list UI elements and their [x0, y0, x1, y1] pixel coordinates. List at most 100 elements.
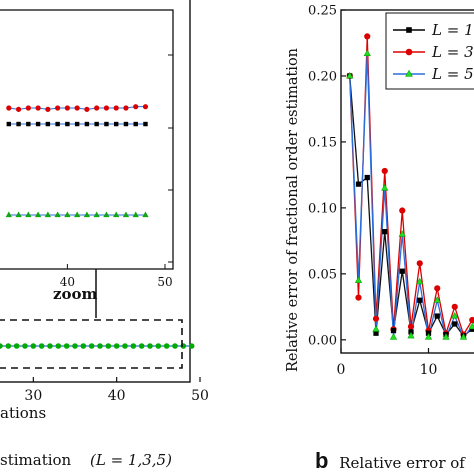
legend-marker — [405, 48, 413, 56]
panel-b-data-point — [399, 268, 405, 274]
panel-a-data-point — [163, 343, 170, 349]
panel-b-data-point — [469, 326, 474, 332]
panel-b-legend: L = 1 L = 3 L = 5 — [385, 12, 474, 90]
panel-b-data-point — [452, 321, 458, 327]
panel-a-data-point — [5, 343, 12, 349]
inset-data-point — [94, 121, 99, 127]
panel-b-data-point — [407, 323, 415, 330]
panel-a-data-point — [0, 343, 3, 349]
inset-data-point — [65, 121, 70, 127]
panel-a-data-point — [63, 343, 70, 349]
inset-data-point — [54, 211, 61, 218]
panel-a-data-point — [13, 343, 20, 349]
panel-a-data-point — [22, 343, 28, 349]
inset-data-point — [132, 211, 139, 218]
panel-b-x-ticks: 0 10 — [337, 348, 438, 378]
panel-b-caption-text: Relative error of — [339, 454, 466, 472]
inset-data-point — [45, 121, 51, 127]
panel-b-y-tick-label: 0.15 — [308, 135, 337, 150]
legend-marker — [405, 69, 413, 77]
panel-b-data-point — [451, 303, 458, 310]
panel-b-data-point — [398, 230, 406, 237]
inset-data-point — [123, 121, 129, 127]
panel-a-caption-text: stimation — [0, 451, 72, 469]
panel-a-data-point — [97, 343, 103, 349]
inset-data-point — [84, 106, 90, 112]
panel-b-data-point — [382, 228, 388, 235]
panel-b-y-tick-label: 0.25 — [308, 4, 337, 19]
inset-data-point — [143, 121, 148, 127]
inset-data-point — [83, 211, 91, 218]
panel-b-data-point — [469, 316, 474, 324]
panel-b-data-point — [451, 312, 459, 319]
panel-b-data-point — [381, 184, 389, 191]
panel-b-data-point — [416, 277, 424, 285]
inset-data-point — [44, 211, 51, 218]
panel-b-data-point — [424, 333, 433, 340]
inset-data-point — [5, 211, 12, 218]
inset-data-point — [133, 121, 138, 127]
legend-entry-label: L = 1 — [431, 21, 474, 39]
panel-b-x-tick-label: 10 — [420, 362, 438, 378]
panel-b-data-point — [399, 207, 406, 214]
inset-data-point — [55, 105, 61, 111]
inset-data-point — [142, 211, 149, 218]
inset-x-tick-label: 40 — [60, 275, 75, 289]
panel-b: Relative error of fractional order estim… — [285, 4, 474, 473]
panel-b-y-tick-label: 0.05 — [308, 267, 337, 282]
panel-a-data-point — [38, 343, 45, 349]
panel-a-data-point — [30, 343, 37, 349]
inset-x-tick-label: 50 — [157, 275, 172, 289]
inset-data-point — [122, 211, 130, 218]
panel-a: 30 40 50 zoom 40 50 ations stimation (L = 1… — [0, 0, 209, 469]
inset-data-point — [74, 121, 80, 127]
panel-a-data-point — [138, 343, 145, 349]
inset-data-point — [35, 121, 41, 127]
panel-b-data-point — [364, 33, 371, 40]
legend-box — [385, 12, 474, 90]
panel-b-x-tick-label: 0 — [337, 362, 346, 378]
panel-b-series-line — [349, 75, 474, 337]
inset-data-point — [25, 211, 32, 218]
inset-series — [5, 104, 149, 218]
panel-a-caption-params: (L = 1,3,5) — [90, 451, 172, 469]
zoom-annotation: zoom — [53, 285, 98, 303]
inset-data-point — [26, 121, 31, 127]
panel-b-series — [346, 33, 474, 340]
panel-b-plot-area — [346, 33, 474, 340]
panel-b-data-point — [355, 294, 362, 301]
panel-a-x-tick-label: 50 — [191, 388, 209, 404]
legend-entry-label: L = 5 — [431, 65, 474, 83]
inset-data-point — [93, 211, 100, 218]
panel-b-data-point — [434, 285, 441, 292]
panel-a-caption: stimation (L = 1,3,5) — [0, 451, 172, 469]
panel-b-data-point — [354, 276, 363, 283]
inset-data-point — [94, 105, 100, 111]
inset-data-point — [113, 105, 119, 111]
panel-b-data-point — [459, 333, 468, 340]
panel-b-data-point — [417, 297, 423, 303]
panel-a-main-series — [0, 343, 195, 349]
panel-a-data-point — [130, 343, 137, 349]
inset-data-point — [113, 121, 119, 127]
panel-a-data-point — [105, 343, 112, 349]
panel-a-data-point — [72, 343, 78, 349]
legend-marker — [406, 27, 412, 33]
panel-b-data-point — [364, 174, 370, 181]
inset-data-point — [104, 121, 109, 127]
legend-entry-label: L = 3 — [431, 43, 474, 61]
inset-data-point — [84, 121, 90, 127]
panel-a-data-point — [147, 343, 153, 349]
panel-b-y-tick-label: 0.10 — [308, 201, 337, 216]
panel-b-data-point — [416, 260, 423, 267]
panel-b-data-point — [407, 331, 415, 339]
panel-b-data-point — [372, 325, 380, 332]
panel-a-x-tick-label: 30 — [24, 388, 42, 404]
inset-data-point — [55, 121, 60, 127]
panel-a-data-point — [172, 343, 178, 349]
inset-data-point — [6, 121, 12, 127]
inset-data-point — [6, 105, 12, 111]
panel-a-x-label: ations — [0, 404, 46, 422]
panel-b-data-point — [381, 167, 388, 175]
